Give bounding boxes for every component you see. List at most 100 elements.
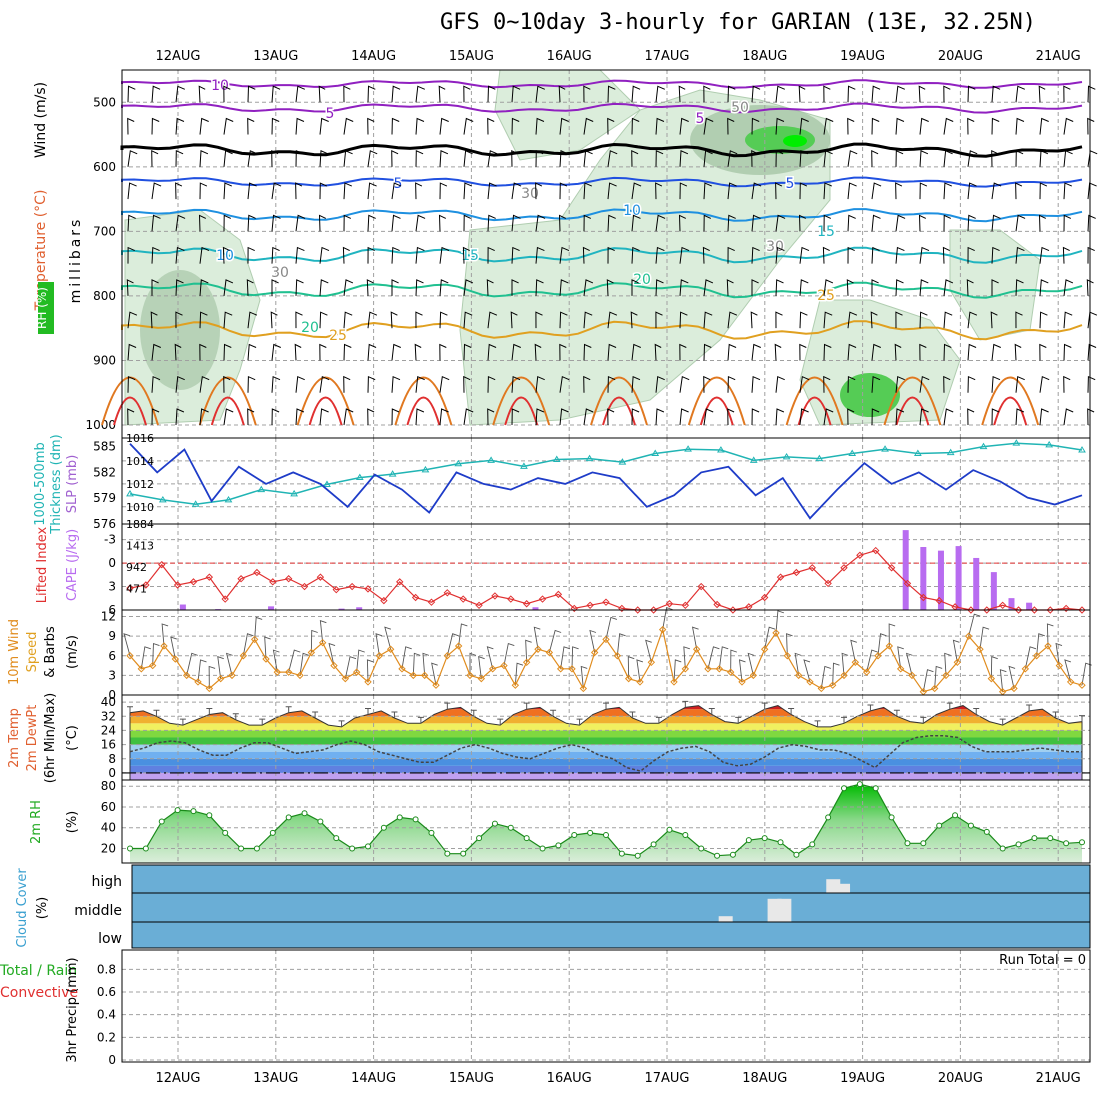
minmax-marker <box>735 716 742 724</box>
wind-speed-marker <box>432 681 440 689</box>
thickness-marker <box>782 452 791 460</box>
contour-label: 5 <box>786 176 795 192</box>
wind-barb <box>127 311 138 329</box>
minmax-marker <box>946 702 953 710</box>
wind-barb <box>560 646 571 669</box>
wind-speed-marker <box>1032 652 1041 660</box>
rh-marker <box>333 835 340 842</box>
wind-barb <box>1087 246 1095 264</box>
date-label-top: 13AUG <box>253 49 298 64</box>
wind-speed-marker <box>182 671 191 680</box>
wind-barb <box>775 610 785 633</box>
lifted-index-marker <box>1062 604 1070 613</box>
wind-barb <box>487 214 496 232</box>
wind-barb <box>871 150 879 167</box>
wind-speed-marker <box>386 645 395 653</box>
y-tick-label: 1000 <box>85 418 116 432</box>
wind-barb <box>511 85 521 103</box>
thickness-marker <box>191 500 200 507</box>
wind-barb <box>463 311 473 329</box>
wind-barb <box>751 246 760 264</box>
wind-barb <box>356 649 365 673</box>
wind-speed-marker <box>296 671 304 680</box>
wind-barb <box>247 343 257 361</box>
wind-barb <box>871 343 881 361</box>
wind-barb <box>832 662 840 686</box>
rh-marker <box>920 840 927 847</box>
wind-barb <box>319 343 327 361</box>
wind-barb <box>431 662 438 686</box>
y-tick-label: 600 <box>93 160 116 174</box>
wind-barb <box>1015 85 1025 103</box>
minmax-marker <box>285 706 292 713</box>
date-label-bottom: 17AUG <box>644 1071 689 1086</box>
upper-air-panel: 500 600 700 800 900 1000 10 5 5 5 5 10 10 15 15 20 20 25 2… <box>33 69 1098 439</box>
thickness-marker <box>946 448 955 456</box>
lifted-index-marker <box>554 590 563 599</box>
minmax-marker <box>576 718 583 726</box>
lifted-index-marker <box>824 579 832 588</box>
wind-barb <box>535 246 545 264</box>
wind-barb <box>655 246 665 264</box>
wind-barb <box>463 408 474 426</box>
wind-barb <box>391 279 399 296</box>
temp-band <box>122 695 1090 702</box>
rh-marker <box>174 807 181 814</box>
wind-barb <box>223 279 234 296</box>
wind-barb <box>559 408 569 426</box>
thickness-marker <box>585 454 594 462</box>
thickness-marker <box>848 449 857 456</box>
axis-label: 2m DewPt <box>25 705 40 772</box>
wind-barb <box>247 246 255 264</box>
wind-barb <box>607 311 618 329</box>
date-label-top: 12AUG <box>155 49 200 64</box>
wind-speed-marker <box>1066 678 1075 686</box>
wind-barb <box>679 182 688 200</box>
wind-barb <box>707 646 720 669</box>
wind-barb <box>514 662 524 686</box>
wind-barb <box>727 408 735 426</box>
wind-speed-marker <box>454 642 463 650</box>
wind-barb <box>439 343 447 361</box>
minmax-marker <box>550 709 557 717</box>
rh-shading-green <box>840 373 900 417</box>
temp-line <box>129 705 1083 781</box>
wind-barb <box>486 279 494 296</box>
lifted-index-marker <box>998 601 1007 610</box>
wind-barb <box>979 626 990 650</box>
wind-barb <box>679 343 687 361</box>
wind-barb <box>1015 246 1025 264</box>
wind-barb <box>943 279 954 296</box>
rh-legend <box>38 282 54 334</box>
wind-speed-marker <box>420 671 429 680</box>
wind-barb <box>319 182 328 200</box>
temp-contour-loop <box>981 376 1040 426</box>
wind-barb <box>847 246 855 264</box>
minmax-marker <box>312 711 319 719</box>
thickness-marker <box>126 489 134 497</box>
lifted-index-marker <box>316 573 325 581</box>
wind-barb <box>1064 659 1072 683</box>
wind-speed-marker <box>409 671 418 680</box>
rh-marker <box>349 845 356 852</box>
wind-speed-marker <box>545 648 554 657</box>
wind-speed-marker <box>1078 681 1086 689</box>
wind-barb <box>1062 246 1070 264</box>
wind-barb <box>871 408 880 426</box>
wind-barb <box>415 214 426 232</box>
lifted-index-marker <box>364 585 372 593</box>
wind-barb <box>823 150 833 167</box>
wind-barb <box>775 214 786 232</box>
wind-barb <box>534 343 542 361</box>
lifted-index-marker <box>760 593 769 602</box>
wind-barb <box>1015 311 1023 329</box>
wind-barb <box>943 311 953 329</box>
wind-speed-marker <box>398 665 406 673</box>
wind-barb <box>1087 375 1096 393</box>
wind-barb <box>703 214 712 232</box>
wind-barb <box>294 343 302 361</box>
wind-barb <box>344 656 357 679</box>
wind-speed-marker <box>896 665 905 673</box>
wind-barb <box>943 343 952 361</box>
run-total-label: Run Total = 0 <box>999 953 1086 968</box>
